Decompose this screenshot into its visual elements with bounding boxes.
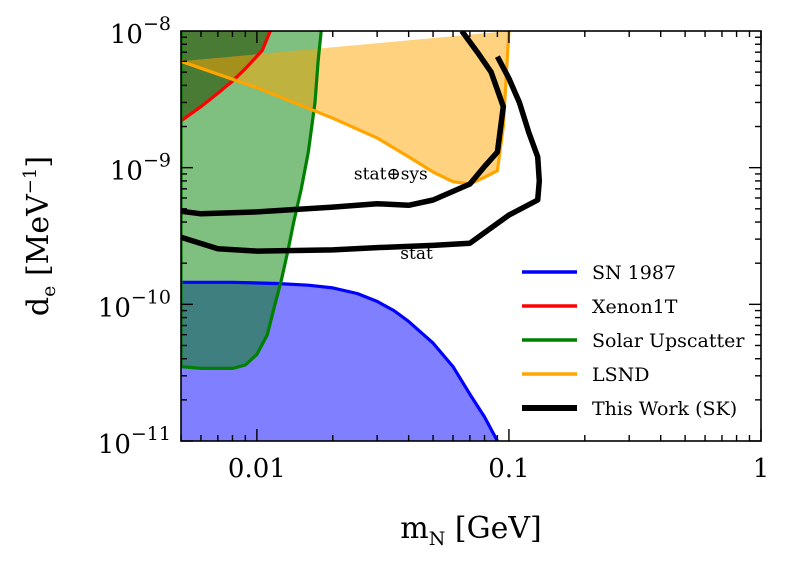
annotation-stat: stat <box>400 244 433 264</box>
xenon1t-boundary <box>181 31 272 123</box>
sn-1987-boundary <box>181 280 499 441</box>
legend-label-this-work-sk: This Work (SK) <box>592 398 737 420</box>
y-tick-label: 10−10 <box>98 286 171 323</box>
x-axis-title: mN [GeV] <box>400 511 541 550</box>
solar-upscatter-region <box>181 31 322 369</box>
y-tick-label: 10−11 <box>98 423 171 460</box>
x-tick-label: 0.01 <box>228 454 286 484</box>
sk-curve-stat-sys <box>181 31 507 217</box>
x-tick-label: 1 <box>753 454 770 484</box>
y-tick-label: 10−9 <box>110 150 171 187</box>
lsnd-boundary <box>181 31 511 186</box>
legend-label-sn-1987: SN 1987 <box>592 262 676 284</box>
y-tick-label: 10−8 <box>110 13 171 50</box>
legend-label-lsnd: LSND <box>592 364 650 386</box>
legend: SN 1987 Xenon1T Solar Upscatter LSND This Wo… <box>522 262 745 420</box>
lsnd-region <box>181 31 509 184</box>
annotation-stat-sys: stat⊕sys <box>354 164 428 184</box>
y-axis-title: de [MeV−1] <box>20 156 60 316</box>
legend-label-solar-upscatter: Solar Upscatter <box>592 330 745 352</box>
sk-curve-stat <box>181 55 543 254</box>
x-tick-label: 0.1 <box>488 454 529 484</box>
legend-label-xenon1t: Xenon1T <box>592 296 678 318</box>
solar-upscatter-boundary <box>181 31 323 370</box>
plot-frame <box>180 30 762 442</box>
